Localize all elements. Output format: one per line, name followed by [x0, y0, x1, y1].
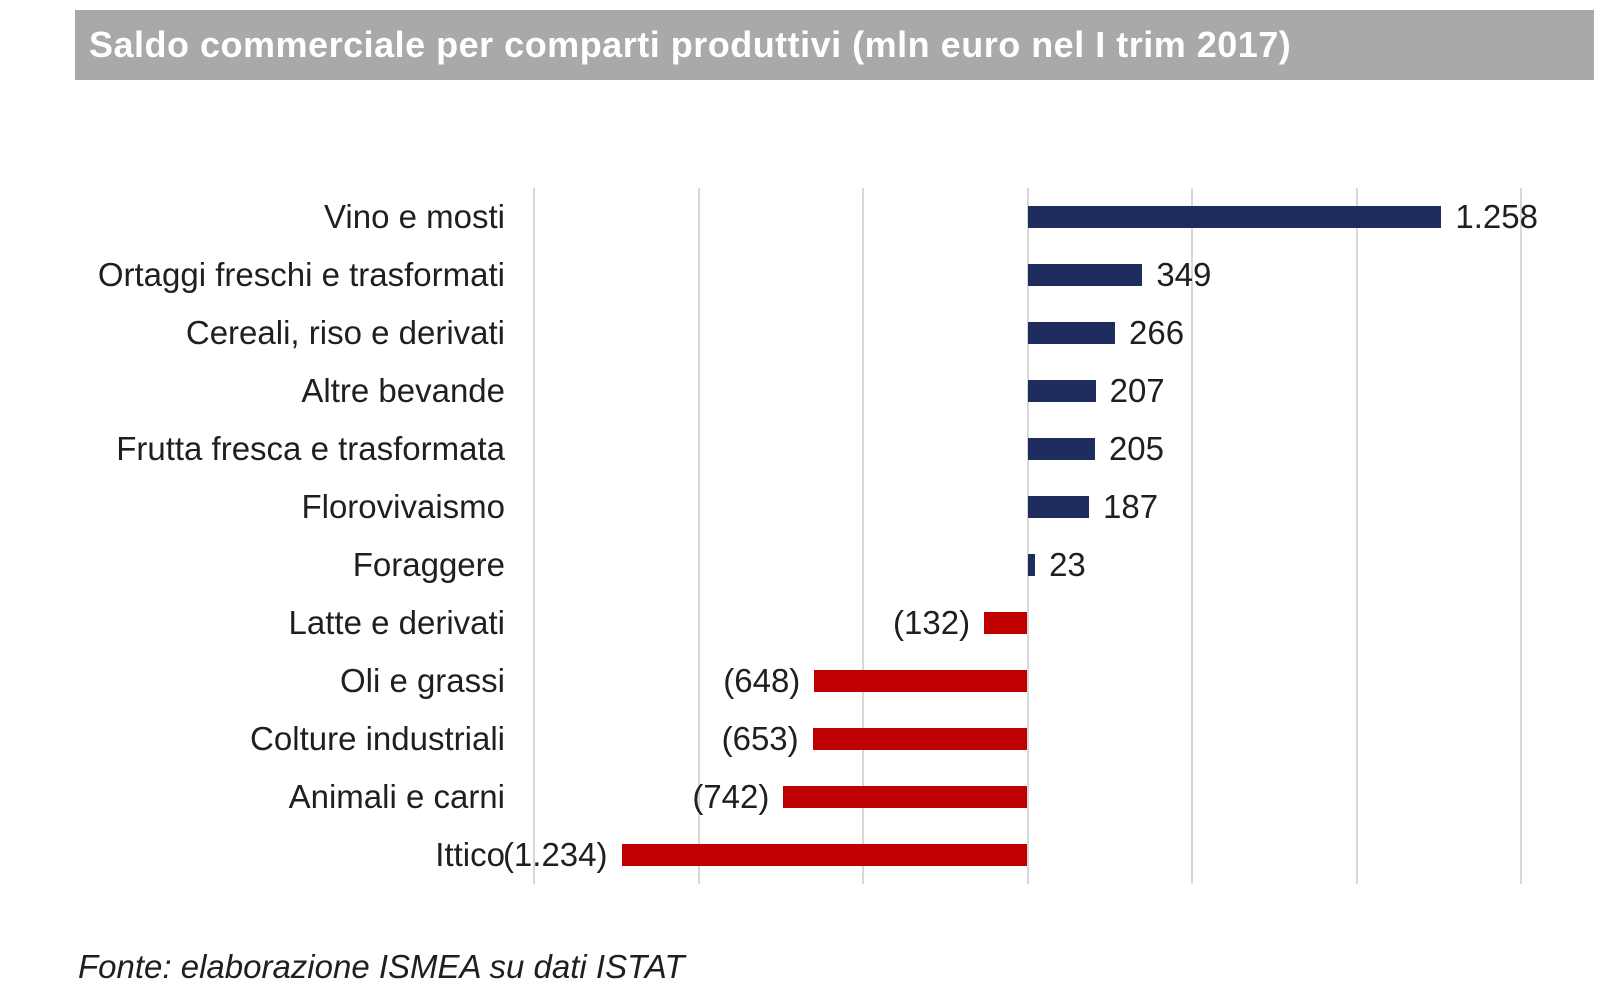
bar-negative [984, 612, 1028, 634]
gridline [1520, 188, 1522, 884]
chart-title: Saldo commerciale per comparti produttiv… [89, 24, 1292, 65]
bar-positive [1027, 438, 1095, 460]
category-label: Colture industriali [250, 720, 505, 757]
bar-positive [1027, 206, 1442, 228]
gridline [533, 188, 535, 884]
category-label: Altre bevande [301, 372, 505, 409]
value-label: 266 [1129, 314, 1185, 351]
category-label: Animali e carni [288, 778, 505, 815]
value-label: 207 [1109, 372, 1165, 409]
category-label: Florovivaismo [301, 488, 505, 525]
category-label: Cereali, riso e derivati [185, 314, 505, 351]
value-label: 1.258 [1455, 198, 1538, 235]
bar-positive [1027, 264, 1143, 286]
gridline [697, 188, 700, 884]
category-label: Ortaggi freschi e trasformati [97, 256, 505, 293]
value-label: (742) [692, 778, 770, 815]
bar-positive [1027, 322, 1115, 344]
category-label: Foraggere [352, 546, 505, 583]
category-label: Vino e mosti [324, 198, 505, 235]
bar-positive [1027, 554, 1036, 576]
bar-negative [621, 844, 1028, 866]
bar-positive [1027, 496, 1090, 518]
bar-negative [814, 670, 1028, 692]
category-label: Ittico [435, 836, 505, 873]
category-label: Latte e derivati [288, 604, 505, 641]
value-label: 349 [1156, 256, 1212, 293]
gridline [1191, 188, 1193, 884]
value-label: (653) [721, 720, 799, 757]
value-label: 187 [1103, 488, 1159, 525]
gridline [1355, 188, 1358, 884]
source-note: Fonte: elaborazione ISMEA su dati ISTAT [78, 948, 685, 985]
gridline [862, 188, 864, 884]
value-label: 205 [1108, 430, 1164, 467]
category-label: Oli e grassi [339, 662, 505, 699]
gridline [1026, 188, 1029, 884]
bar-negative [783, 786, 1028, 808]
value-label: (1.234) [502, 836, 608, 873]
bar-negative [812, 728, 1028, 750]
chart-title-bar: Saldo commerciale per comparti produttiv… [75, 10, 1594, 80]
value-label: 23 [1049, 546, 1086, 583]
value-label: (132) [893, 604, 971, 641]
category-label: Frutta fresca e trasformata [116, 430, 505, 467]
bar-positive [1027, 380, 1096, 402]
value-label: (648) [723, 662, 801, 699]
